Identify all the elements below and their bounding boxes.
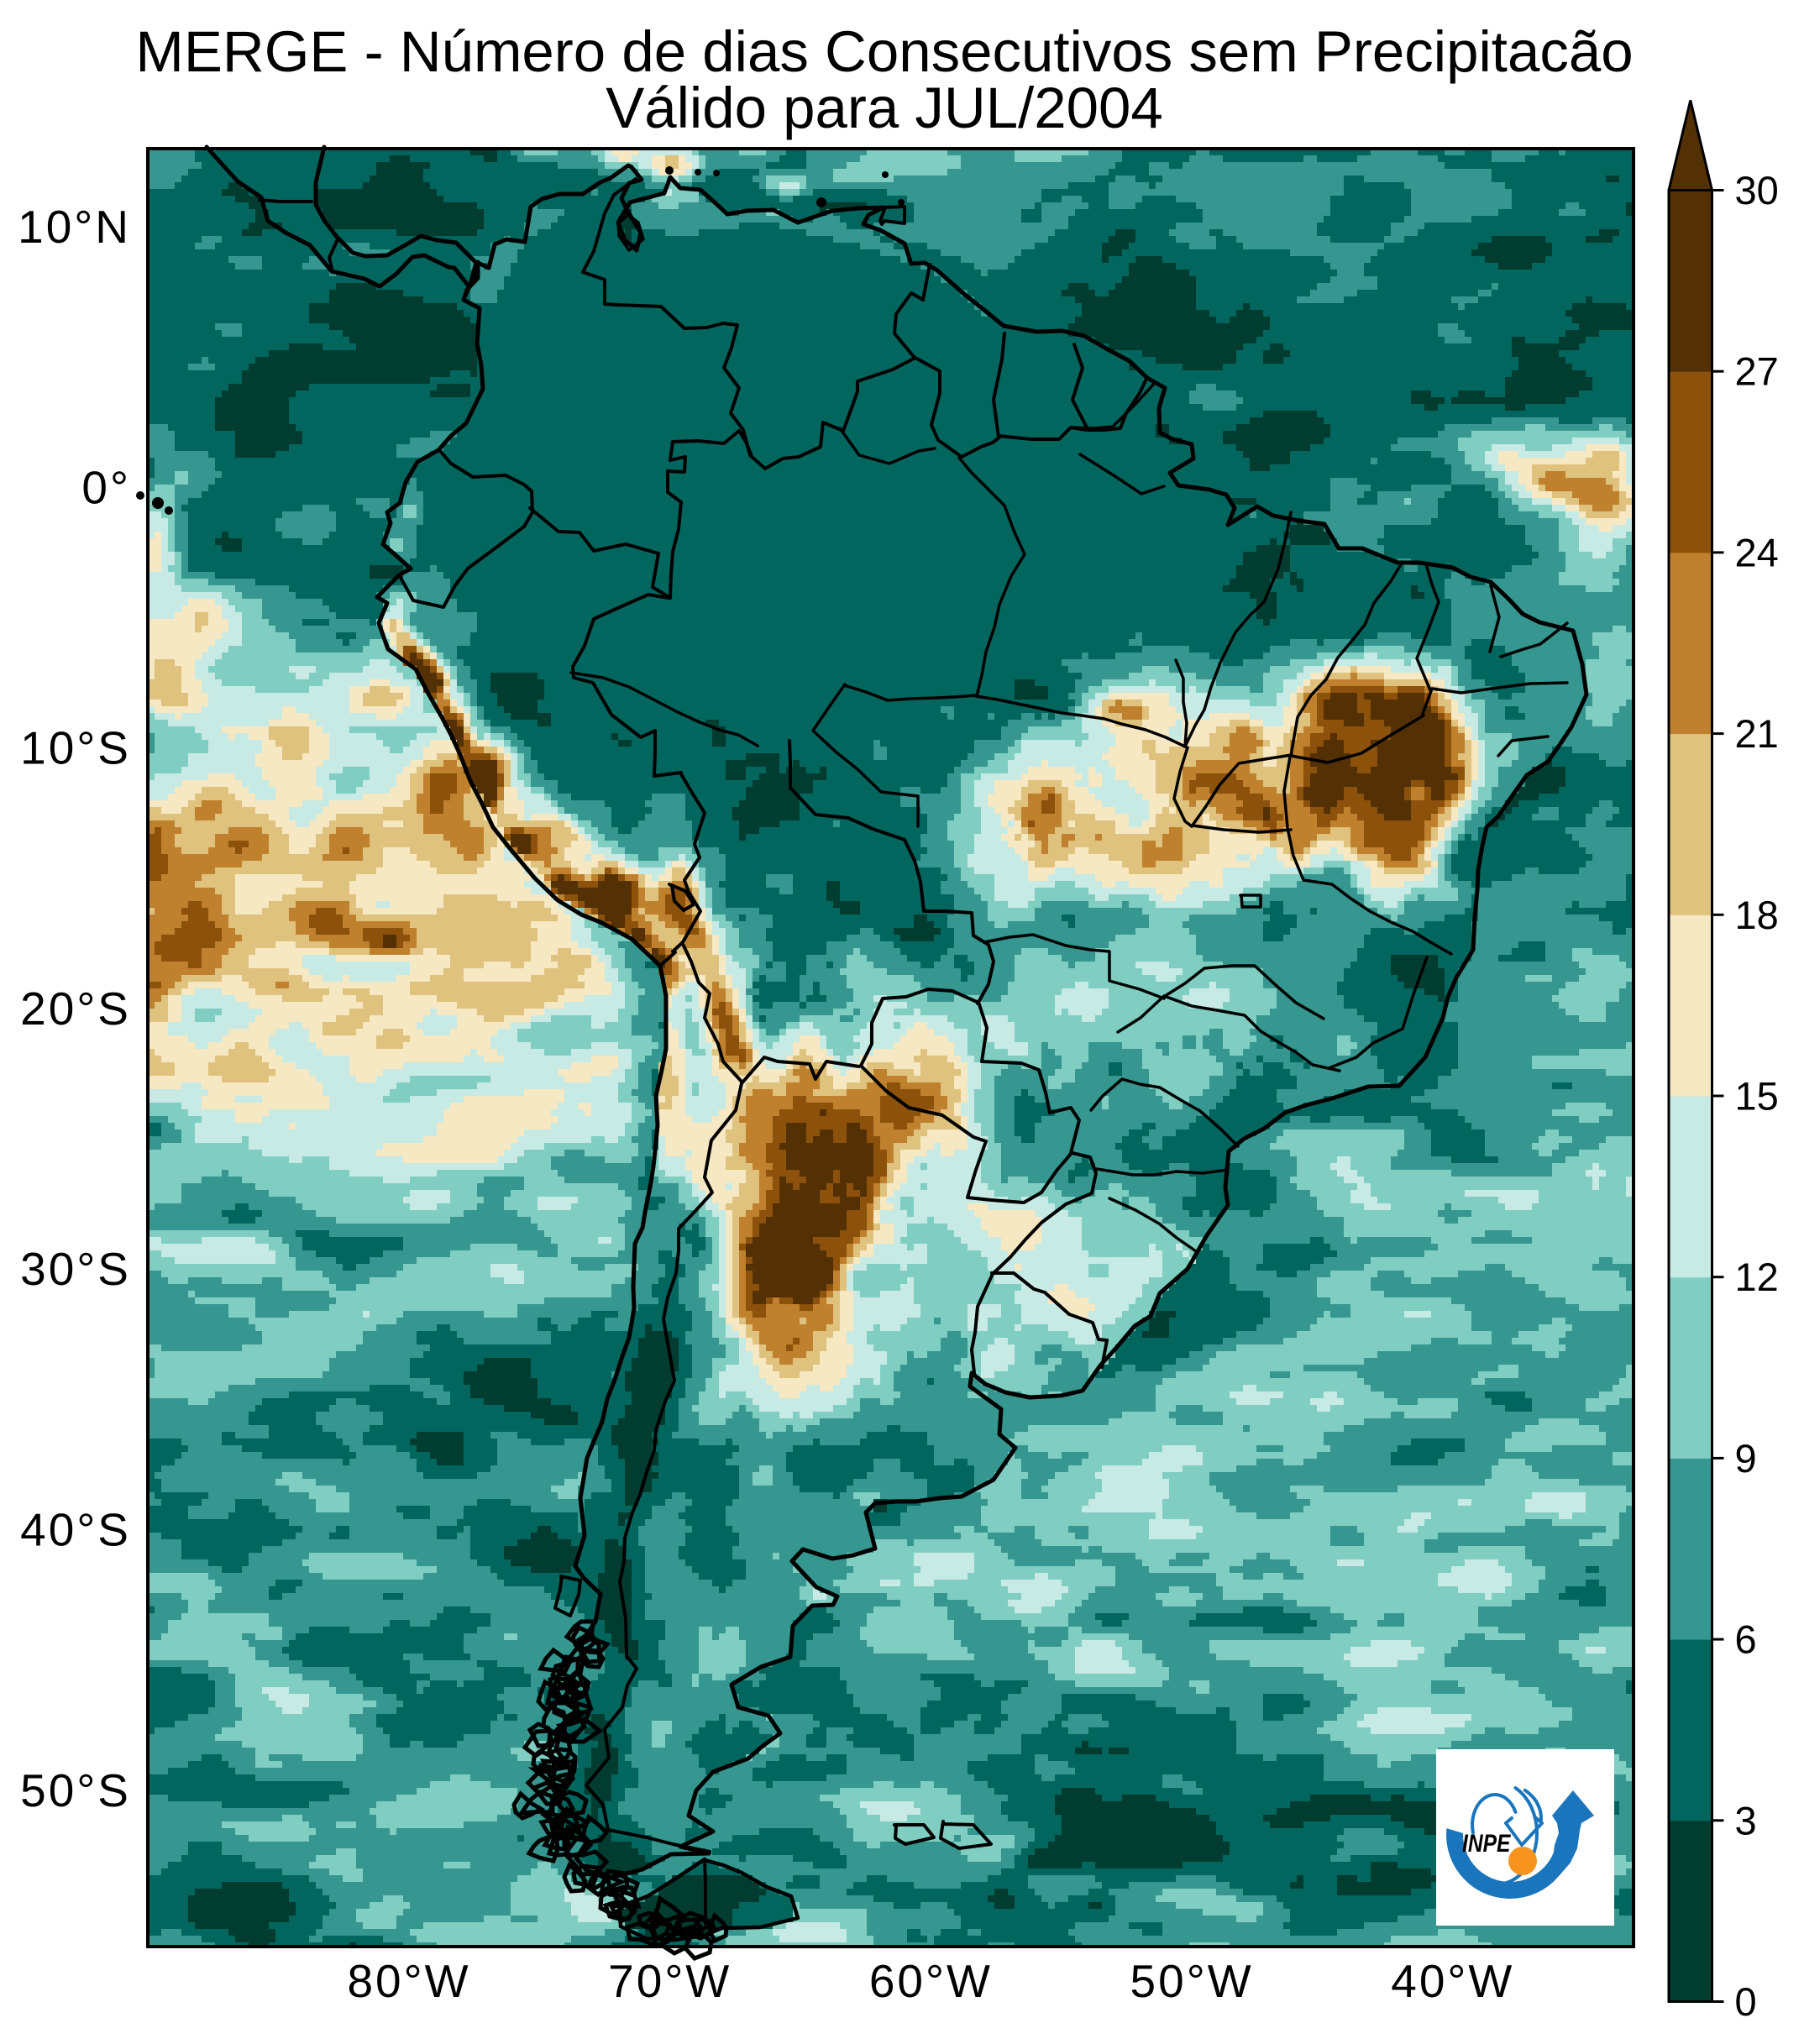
svg-text:50°S: 50°S bbox=[20, 1764, 131, 1816]
svg-text:15: 15 bbox=[1735, 1074, 1779, 1119]
svg-text:30: 30 bbox=[1735, 168, 1779, 212]
svg-text:50°W: 50°W bbox=[1130, 1955, 1254, 2007]
svg-text:10°N: 10°N bbox=[18, 201, 131, 253]
svg-text:40°W: 40°W bbox=[1391, 1955, 1514, 2007]
svg-text:6: 6 bbox=[1735, 1617, 1757, 1662]
svg-text:INPE: INPE bbox=[1462, 1829, 1511, 1858]
svg-text:24: 24 bbox=[1735, 530, 1779, 574]
svg-text:3: 3 bbox=[1735, 1798, 1757, 1842]
svg-text:18: 18 bbox=[1735, 893, 1779, 937]
svg-text:40°S: 40°S bbox=[20, 1504, 131, 1556]
svg-text:0°: 0° bbox=[81, 461, 131, 513]
svg-text:27: 27 bbox=[1735, 349, 1779, 394]
svg-text:10°S: 10°S bbox=[20, 722, 131, 774]
svg-text:21: 21 bbox=[1735, 711, 1779, 756]
svg-text:70°W: 70°W bbox=[608, 1955, 732, 2007]
svg-text:80°W: 80°W bbox=[347, 1955, 470, 2007]
svg-text:9: 9 bbox=[1735, 1436, 1757, 1481]
svg-text:30°S: 30°S bbox=[20, 1243, 131, 1295]
svg-text:Válido para JUL/2004: Válido para JUL/2004 bbox=[606, 76, 1163, 140]
svg-text:MERGE - Número de dias Consecu: MERGE - Número de dias Consecutivos sem … bbox=[135, 19, 1633, 84]
svg-text:20°S: 20°S bbox=[20, 983, 131, 1035]
svg-text:12: 12 bbox=[1735, 1255, 1779, 1299]
svg-text:60°W: 60°W bbox=[869, 1955, 993, 2007]
svg-text:0: 0 bbox=[1735, 1979, 1757, 2024]
